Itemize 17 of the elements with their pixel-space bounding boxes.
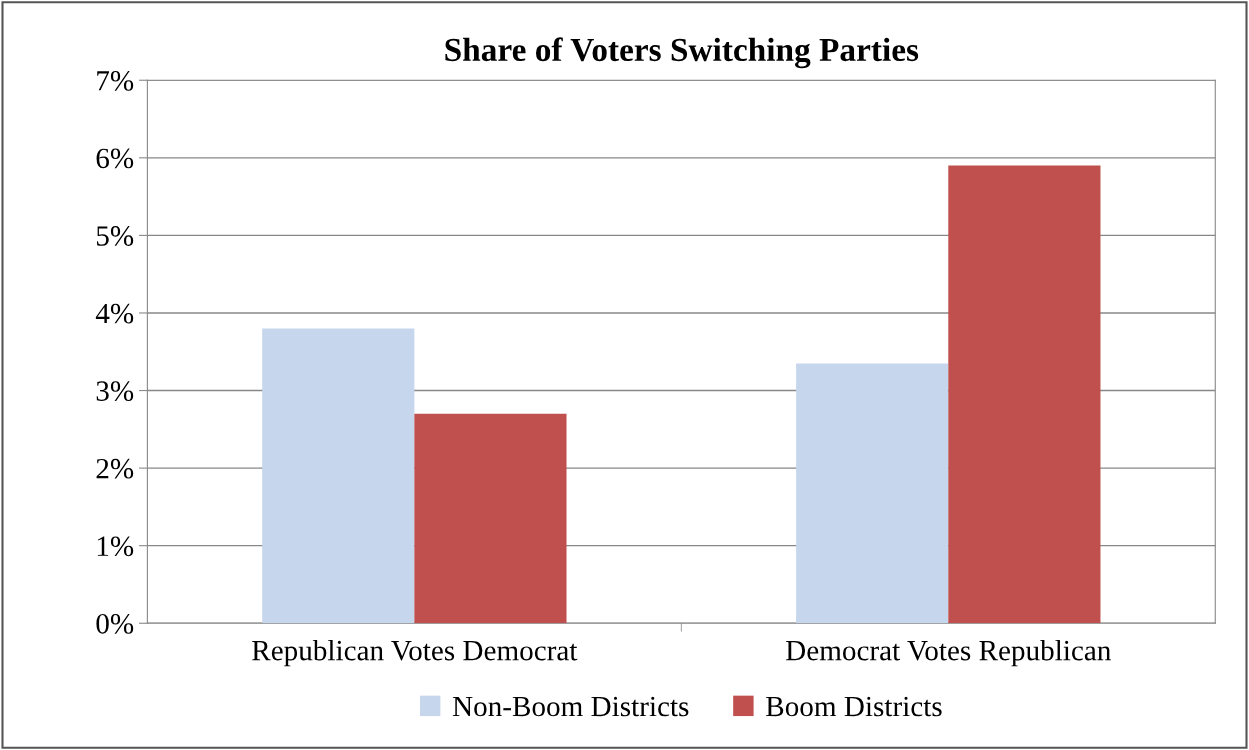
x-tick-label: Democrat Votes Republican: [786, 639, 1111, 667]
y-tick-label: 2%: [96, 458, 134, 479]
y-tick-label: 6%: [96, 148, 134, 169]
bar: [262, 328, 415, 624]
y-tick-label: 7%: [97, 70, 134, 91]
y-tick-label: 4%: [95, 303, 134, 324]
bar: [796, 363, 949, 624]
y-tick-label: 5%: [97, 226, 134, 246]
legend-label: Boom Districts: [766, 696, 942, 717]
legend-label: Non-Boom Districts: [452, 696, 689, 717]
bar: [948, 165, 1101, 624]
bar: [414, 413, 567, 624]
y-tick-label: 0%: [96, 613, 134, 634]
chart-title: Share of Voters Switching Parties: [445, 37, 919, 69]
y-tick-label: 3%: [96, 381, 134, 402]
y-tick-label: 1%: [97, 536, 134, 557]
x-tick-label: Republican Votes Democrat: [252, 639, 578, 667]
